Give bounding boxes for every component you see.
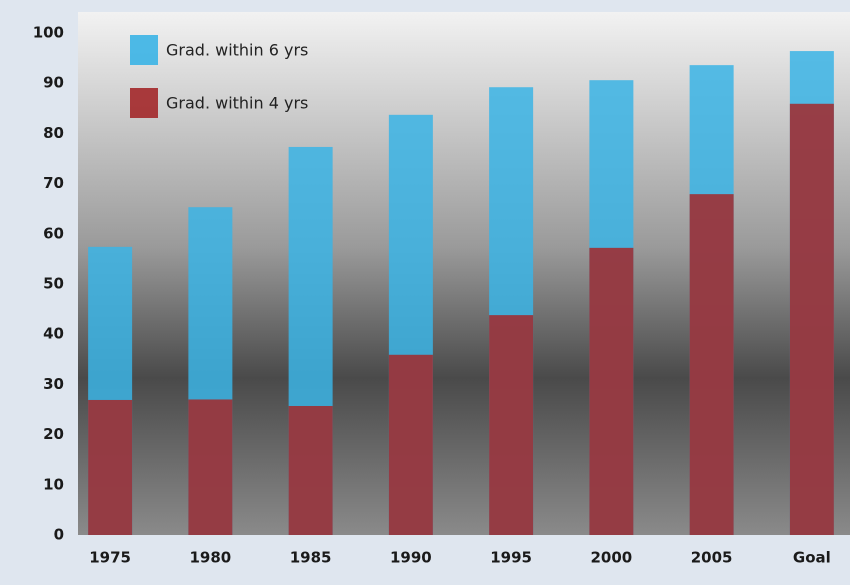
legend-swatch: [130, 35, 158, 65]
bar: [689, 194, 734, 535]
y-tick-label: 60: [43, 224, 64, 242]
bar: [188, 399, 233, 535]
y-tick-label: 80: [43, 124, 64, 142]
bar: [489, 315, 534, 535]
y-tick-label: 100: [33, 24, 64, 42]
y-tick-label: 10: [43, 475, 64, 493]
x-tick-label: 1985: [290, 549, 332, 567]
bar: [288, 405, 333, 535]
y-tick-label: 50: [43, 275, 64, 293]
legend-label: Grad. within 6 yrs: [166, 41, 308, 60]
y-tick-label: 40: [43, 325, 64, 343]
x-tick-label: 1975: [89, 549, 131, 567]
y-tick-label: 70: [43, 174, 64, 192]
x-tick-label: 1990: [390, 549, 432, 567]
y-tick-label: 90: [43, 74, 64, 92]
x-tick-label: 2000: [591, 549, 633, 567]
y-tick-label: 30: [43, 375, 64, 393]
bar: [388, 354, 433, 535]
x-tick-label: 1995: [490, 549, 532, 567]
bar: [789, 103, 834, 536]
y-tick-label: 0: [54, 526, 64, 544]
bar: [589, 247, 634, 535]
legend-swatch: [130, 88, 158, 118]
x-tick-label: 2005: [691, 549, 733, 567]
x-tick-label: 1980: [190, 549, 232, 567]
x-tick-label: Goal: [793, 549, 831, 567]
bar: [88, 399, 133, 535]
legend-label: Grad. within 4 yrs: [166, 94, 308, 113]
y-tick-label: 20: [43, 425, 64, 443]
